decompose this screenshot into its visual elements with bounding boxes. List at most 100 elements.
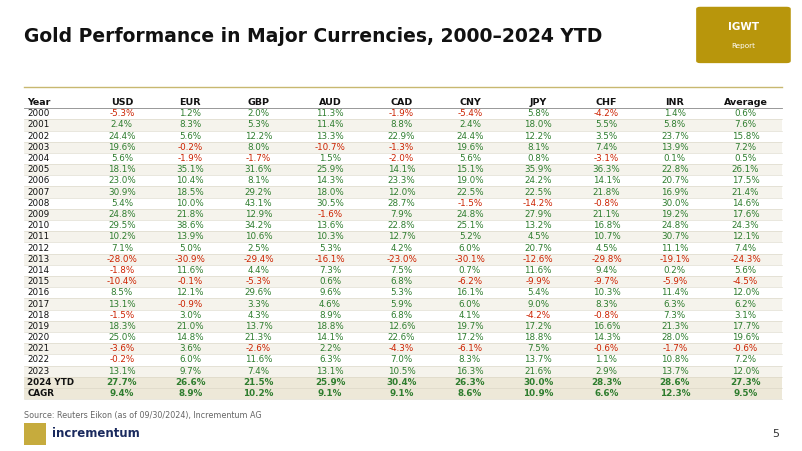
Text: 13.7%: 13.7% [661,367,689,376]
Text: INR: INR [666,98,684,107]
Text: -4.3%: -4.3% [389,344,414,353]
Bar [24,164,782,175]
Text: 5.8%: 5.8% [527,109,549,118]
Text: 17.6%: 17.6% [731,210,759,219]
Text: 19.6%: 19.6% [456,143,484,152]
Text: -5.4%: -5.4% [457,109,483,118]
Text: 7.5%: 7.5% [527,344,549,353]
Text: incrementum: incrementum [52,428,140,440]
Bar [24,253,782,265]
Bar [24,198,782,209]
Text: 30.0%: 30.0% [661,199,689,208]
Text: 2022: 2022 [27,355,50,364]
Text: 6.8%: 6.8% [391,277,413,286]
Text: 7.1%: 7.1% [111,244,133,253]
Text: 5.6%: 5.6% [735,266,756,275]
Text: -6.1%: -6.1% [457,344,483,353]
Text: 8.0%: 8.0% [247,143,269,152]
Text: 27.9%: 27.9% [525,210,552,219]
Text: 5.3%: 5.3% [391,288,413,297]
Text: 13.2%: 13.2% [525,221,552,230]
Text: 3.5%: 3.5% [595,132,618,141]
Text: 11.6%: 11.6% [245,355,272,364]
Text: 2005: 2005 [27,165,50,174]
Text: 28.3%: 28.3% [591,378,622,387]
Text: 6.8%: 6.8% [391,311,413,320]
Text: 10.3%: 10.3% [593,288,621,297]
Text: 10.9%: 10.9% [523,389,553,398]
Bar [24,243,782,253]
Bar [24,299,782,309]
Text: 4.2%: 4.2% [391,244,412,253]
Text: -5.9%: -5.9% [662,277,687,286]
Text: 2.4%: 2.4% [111,120,133,129]
Text: 21.3%: 21.3% [661,322,689,331]
Text: 31.6%: 31.6% [245,165,272,174]
Text: 12.3%: 12.3% [659,389,690,398]
Text: 7.3%: 7.3% [319,266,341,275]
Text: 30.4%: 30.4% [387,378,417,387]
Text: -24.3%: -24.3% [730,255,761,264]
Text: 2010: 2010 [27,221,50,230]
Text: 2017: 2017 [27,299,50,308]
Text: 10.6%: 10.6% [245,232,272,241]
Bar [24,153,782,164]
Text: 26.1%: 26.1% [731,165,759,174]
Text: 14.6%: 14.6% [731,199,759,208]
Text: 2011: 2011 [27,232,50,241]
Text: 24.4%: 24.4% [456,132,484,141]
Text: 24.4%: 24.4% [108,132,136,141]
Text: 9.4%: 9.4% [596,266,618,275]
Text: 2004: 2004 [27,154,50,163]
Text: 18.3%: 18.3% [108,322,136,331]
Bar [24,265,782,276]
Text: 5.2%: 5.2% [459,232,481,241]
Text: -1.9%: -1.9% [389,109,414,118]
Text: -30.9%: -30.9% [175,255,205,264]
Text: 10.4%: 10.4% [176,176,204,185]
Text: 2003: 2003 [27,143,50,152]
Text: -19.1%: -19.1% [659,255,691,264]
Text: -1.5%: -1.5% [109,311,135,320]
Text: 21.8%: 21.8% [593,188,620,197]
Text: 5.0%: 5.0% [179,244,201,253]
Text: 13.9%: 13.9% [661,143,689,152]
Bar [24,332,782,343]
Bar [24,309,782,321]
Text: 13.1%: 13.1% [108,367,136,376]
Bar [24,142,782,153]
Bar [24,209,782,220]
Text: -4.5%: -4.5% [733,277,758,286]
Text: 2.0%: 2.0% [247,109,269,118]
Text: 21.6%: 21.6% [525,367,552,376]
Text: 18.8%: 18.8% [316,322,344,331]
Text: 12.0%: 12.0% [731,288,759,297]
Text: 0.8%: 0.8% [527,154,549,163]
Text: Year: Year [27,98,51,107]
Text: 12.2%: 12.2% [525,132,552,141]
Text: 0.5%: 0.5% [735,154,756,163]
Text: 2007: 2007 [27,188,50,197]
Text: 0.7%: 0.7% [459,266,481,275]
Bar [24,276,782,287]
Text: 21.3%: 21.3% [245,333,272,342]
Text: 16.9%: 16.9% [661,188,689,197]
Text: 26.3%: 26.3% [455,378,485,387]
Text: 21.5%: 21.5% [243,378,273,387]
Text: 14.1%: 14.1% [316,333,344,342]
Text: 2.9%: 2.9% [596,367,618,376]
Text: 7.0%: 7.0% [391,355,413,364]
Text: 15.1%: 15.1% [456,165,484,174]
Bar [24,287,782,299]
Text: 6.0%: 6.0% [459,244,481,253]
Text: 29.2%: 29.2% [245,188,272,197]
Text: 22.8%: 22.8% [388,221,415,230]
Text: -1.6%: -1.6% [318,210,342,219]
Text: 11.4%: 11.4% [661,288,689,297]
Text: 2019: 2019 [27,322,50,331]
Bar [24,130,782,142]
Text: 8.3%: 8.3% [179,120,201,129]
Text: Report: Report [731,43,755,49]
Text: 2.4%: 2.4% [459,120,481,129]
Text: 9.6%: 9.6% [319,288,341,297]
